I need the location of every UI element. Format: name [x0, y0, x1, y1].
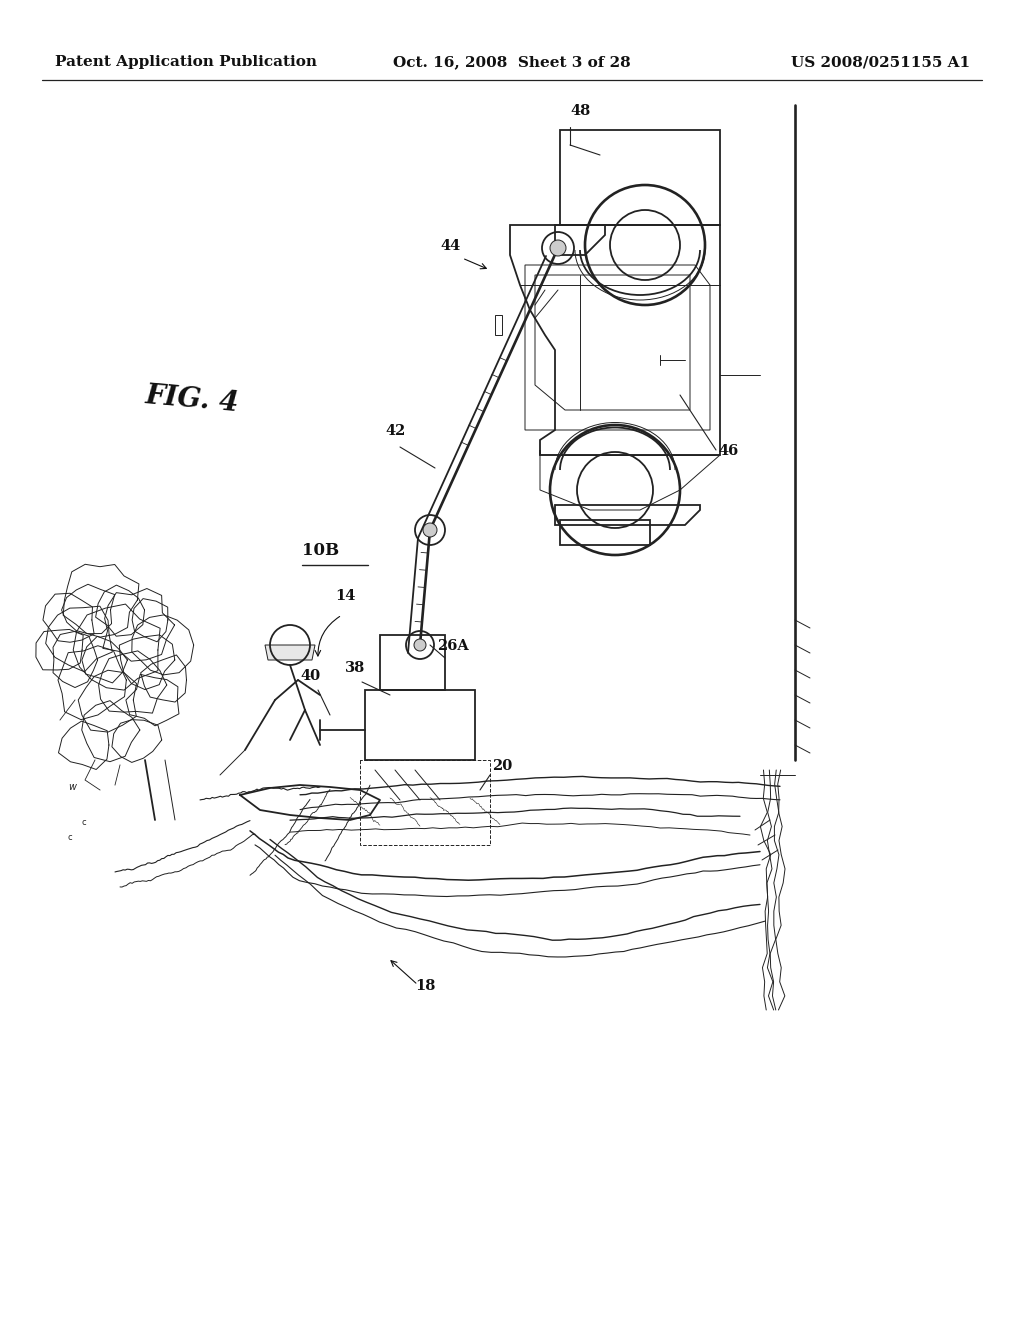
Text: c: c: [82, 818, 87, 828]
Text: Oct. 16, 2008  Sheet 3 of 28: Oct. 16, 2008 Sheet 3 of 28: [393, 55, 631, 69]
Text: 46: 46: [718, 444, 738, 458]
Text: 44: 44: [440, 239, 460, 253]
Text: 40: 40: [300, 669, 321, 682]
Text: 48: 48: [570, 104, 590, 117]
Text: 10B: 10B: [302, 543, 339, 558]
Polygon shape: [265, 645, 315, 660]
Text: 14: 14: [335, 589, 355, 603]
Text: c: c: [68, 833, 73, 842]
Text: US 2008/0251155 A1: US 2008/0251155 A1: [791, 55, 970, 69]
Circle shape: [423, 523, 437, 537]
Text: 38: 38: [345, 661, 366, 675]
Circle shape: [550, 240, 566, 256]
Text: 42: 42: [385, 424, 406, 438]
Text: Patent Application Publication: Patent Application Publication: [55, 55, 317, 69]
Text: 20: 20: [492, 759, 512, 774]
Text: FIG. 4: FIG. 4: [144, 383, 240, 417]
Text: 26A: 26A: [437, 639, 469, 653]
Text: w: w: [68, 781, 76, 792]
Circle shape: [414, 639, 426, 651]
Text: 18: 18: [415, 979, 435, 993]
